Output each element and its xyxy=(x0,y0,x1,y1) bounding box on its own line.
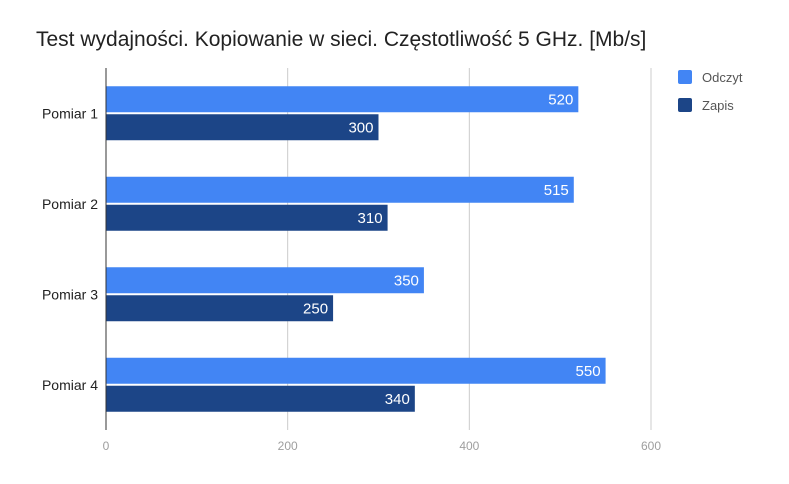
x-tick-label: 200 xyxy=(278,439,298,453)
legend-label: Zapis xyxy=(702,98,734,113)
bar-odczyt-2 xyxy=(106,176,574,203)
category-label: Pomiar 3 xyxy=(42,286,98,302)
axes: 0 200 400 600 Pomiar 1 Pomiar 2 Pomiar 3 Pomiar… xyxy=(42,68,661,453)
bar-zapis-1 xyxy=(106,114,379,141)
data-label: 550 xyxy=(576,363,601,380)
data-label: 515 xyxy=(544,182,569,199)
chart-title: Test wydajności. Kopiowanie w sieci. Czę… xyxy=(36,28,647,51)
bar-odczyt-3 xyxy=(106,267,424,294)
data-label: 310 xyxy=(358,210,383,227)
x-tick-label: 400 xyxy=(459,439,479,453)
data-label: 300 xyxy=(348,119,373,136)
bars: 520 300 515 310 350 250 550 340 xyxy=(106,86,606,412)
data-label: 340 xyxy=(385,391,410,408)
bar-odczyt-1 xyxy=(106,86,579,113)
data-label: 250 xyxy=(303,300,328,317)
category-label: Pomiar 4 xyxy=(42,377,98,393)
category-label: Pomiar 1 xyxy=(42,105,98,121)
legend: Odczyt Zapis xyxy=(678,70,743,113)
bar-zapis-2 xyxy=(106,204,388,231)
category-label: Pomiar 2 xyxy=(42,196,98,212)
data-label: 520 xyxy=(548,91,573,108)
bar-odczyt-4 xyxy=(106,357,606,384)
x-tick-label: 0 xyxy=(103,439,110,453)
legend-swatch xyxy=(678,70,692,84)
legend-label: Odczyt xyxy=(702,70,743,85)
data-label: 350 xyxy=(394,272,419,289)
bar-zapis-3 xyxy=(106,295,334,322)
x-tick-label: 600 xyxy=(641,439,661,453)
legend-swatch xyxy=(678,98,692,112)
bar-zapis-4 xyxy=(106,385,415,412)
